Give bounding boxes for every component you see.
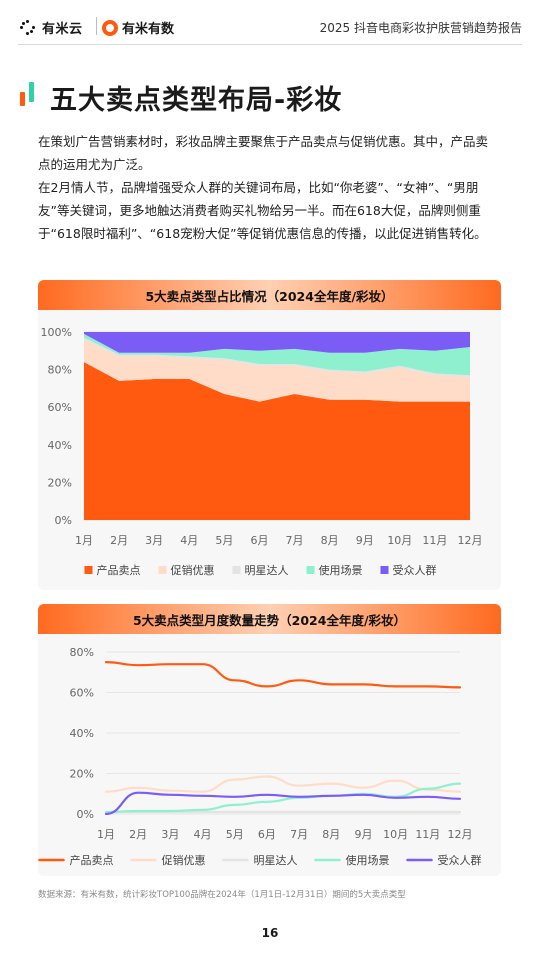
share-legend-swatch: [84, 566, 93, 574]
share-xtick-label: 5月: [215, 534, 233, 547]
header-divider: [18, 44, 522, 45]
share-ytick-label: 60%: [48, 401, 72, 414]
logo-divider: [96, 17, 97, 35]
intro-paragraph-1: 在策划广告营销素材时，彩妆品牌主要聚焦于产品卖点与促销优惠。其中，产品卖点的运用…: [38, 134, 489, 172]
share-xtick-label: 8月: [321, 534, 339, 547]
line-series-4: [104, 791, 462, 816]
share-legend-label: 受众人群: [393, 563, 437, 577]
share-xtick-label: 3月: [145, 534, 163, 547]
trend-legend-label: 促销优惠: [162, 853, 206, 867]
share-chart-header: 5大卖点类型占比情况（2024全年度/彩妆）: [38, 280, 501, 310]
share-legend-label: 明星达人: [245, 564, 289, 577]
page-header: 有米云 有米有数 2025 抖音电商彩妆护肤营销趋势报告: [0, 0, 540, 44]
title-accent-green: [29, 82, 34, 102]
share-xtick-label: 2月: [110, 534, 128, 547]
trend-xtick-label: 2月: [129, 828, 147, 841]
trend-ytick-label: 40%: [70, 727, 94, 740]
share-xtick-label: 7月: [286, 534, 304, 547]
trend-xtick-label: 7月: [290, 828, 308, 841]
line-series-3: [104, 782, 462, 814]
share-chart-card: 5大卖点类型占比情况（2024全年度/彩妆） 0% 20% 40% 60% 80% 100…: [38, 280, 501, 590]
share-legend-label: 产品卖点: [97, 563, 141, 577]
share-xtick-label: 4月: [180, 534, 198, 547]
trend-xtick-label: 5月: [226, 828, 244, 841]
share-xtick-label: 12月: [458, 534, 483, 547]
trend-ytick-label: 80%: [70, 646, 94, 659]
share-xtick-label: 9月: [356, 534, 374, 547]
trend-chart-card: 5大卖点类型月度数量走势（2024全年度/彩妆） 0% 20% 40% 60% 80% 1…: [38, 604, 501, 876]
dots-logo-icon: [20, 19, 36, 36]
trend-legend-label: 产品卖点: [70, 853, 114, 867]
youmiyun-logo: 有米云: [20, 18, 83, 37]
share-legend-swatch: [158, 566, 167, 574]
share-xtick-label: 11月: [422, 534, 447, 547]
trend-ytick-label: 60%: [70, 687, 94, 700]
share-legend-swatch: [232, 566, 241, 574]
trend-xtick-label: 10月: [383, 828, 408, 841]
share-ytick-label: 80%: [48, 364, 72, 377]
trend-ytick-label: 0%: [77, 808, 94, 821]
share-ytick-label: 0%: [55, 514, 72, 527]
share-ytick-label: 100%: [41, 326, 72, 339]
trend-xtick-label: 12月: [448, 828, 473, 841]
share-legend-label: 促销优惠: [171, 563, 215, 577]
trend-xtick-label: 6月: [258, 828, 276, 841]
logo2-text: 有米有数: [122, 22, 175, 37]
trend-ytick-label: 20%: [70, 768, 94, 781]
share-legend-swatch: [380, 566, 389, 574]
share-stacked-area-chart: 0% 20% 40% 60% 80% 100% 1月 2月 3月 4月 5月 6月 7月 8月 9月 10月 1…: [41, 326, 483, 577]
trend-chart-header: 5大卖点类型月度数量走势（2024全年度/彩妆）: [38, 604, 501, 634]
youmiyoushu-logo: 有米有数: [102, 18, 174, 37]
trend-xtick-label: 3月: [161, 828, 179, 841]
trend-xtick-label: 4月: [194, 828, 212, 841]
share-ytick-label: 40%: [48, 439, 72, 452]
trend-legend-label: 明星达人: [254, 854, 298, 867]
share-chart-title: 5大卖点类型占比情况（2024全年度/彩妆）: [145, 288, 394, 304]
trend-xtick-label: 9月: [354, 828, 372, 841]
data-source-note: 数据来源：有米有数，统计彩妆TOP100品牌在2024年（1月1日-12月31日…: [38, 890, 406, 900]
logo1-text: 有米云: [42, 22, 83, 37]
share-ytick-label: 20%: [48, 476, 72, 489]
line-series-1: [104, 775, 462, 793]
line-series-0: [104, 661, 462, 689]
area-series-2: [84, 337, 470, 378]
trend-xtick-label: 11月: [415, 828, 440, 841]
area-series-3: [84, 333, 470, 376]
share-legend-label: 使用场景: [319, 563, 363, 577]
report-title: 2025 抖音电商彩妆护肤营销趋势报告: [319, 21, 522, 35]
share-xtick-label: 10月: [387, 534, 412, 547]
trend-chart-title: 5大卖点类型月度数量走势（2024全年度/彩妆）: [132, 612, 407, 628]
trend-legend-label: 受众人群: [438, 853, 482, 867]
share-xtick-label: 6月: [250, 534, 268, 547]
intro-paragraph-2: 在2月情人节，品牌增强受众人群的关键词布局，比如“你老婆”、“女神”、“男朋友”…: [38, 180, 487, 241]
area-series-0: [84, 362, 470, 520]
share-xtick-label: 1月: [75, 534, 93, 547]
area-series-4: [84, 332, 470, 353]
trend-legend-label: 使用场景: [346, 853, 390, 867]
page-number: 16: [261, 926, 279, 940]
intro-text: 在策划广告营销素材时，彩妆品牌主要聚焦于产品卖点与促销优惠。其中，产品卖点的运用…: [38, 130, 498, 245]
title-accent-orange: [20, 92, 25, 106]
youmiyoushu-mark-icon: [102, 19, 118, 36]
trend-line-chart: 0% 20% 40% 60% 80% 1月 2月 3月 4月 5月 6月 7月 8月 9月 10月 11月 12…: [38, 646, 482, 867]
area-series-1: [84, 339, 470, 402]
trend-xtick-label: 1月: [97, 828, 115, 841]
trend-xtick-label: 8月: [322, 828, 340, 841]
share-legend-swatch: [306, 566, 315, 574]
page-title: 五大卖点类型布局-彩妆: [50, 85, 343, 116]
